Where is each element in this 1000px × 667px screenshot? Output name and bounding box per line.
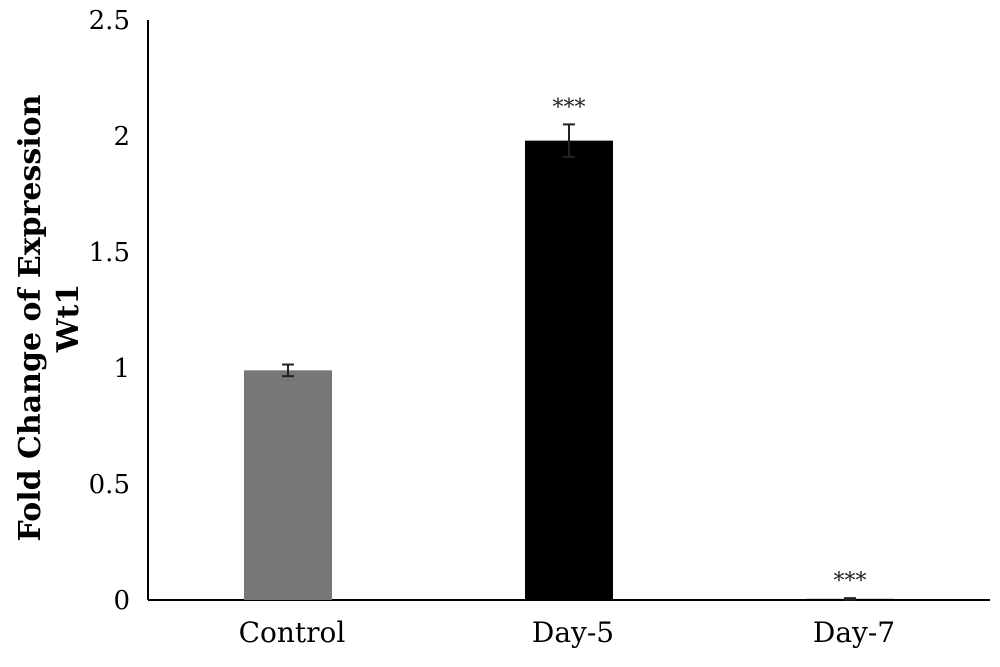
y-tick-label: 1.5: [89, 238, 130, 268]
x-tick-label: Day-5: [532, 616, 614, 649]
y-tick-label: 0: [113, 586, 130, 616]
y-tick-label: 1: [113, 354, 130, 384]
y-axis-title-line-1: Fold Change of Expression: [13, 94, 48, 541]
y-axis-title-line-2: Wt1: [51, 284, 86, 353]
significance-label: ***: [553, 95, 586, 120]
plot-area: 0 0.5 1 1.5 2 2.5 Control *** Day-5 *** Day-7: [89, 6, 990, 649]
y-tick-label: 2: [113, 122, 130, 152]
x-tick-label: Control: [239, 616, 346, 649]
y-tick-label: 2.5: [89, 6, 130, 36]
significance-label: ***: [834, 569, 867, 594]
y-tick-label: 0.5: [89, 470, 130, 500]
bar-day-5: [525, 140, 613, 600]
y-axis-title: Fold Change of Expression Wt1: [13, 94, 86, 541]
x-tick-label: Day-7: [813, 616, 895, 649]
bar-control: [244, 370, 332, 600]
